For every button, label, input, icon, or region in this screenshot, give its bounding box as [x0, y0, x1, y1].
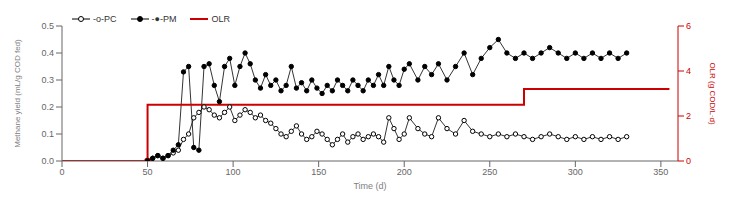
- svg-text:4: 4: [686, 66, 691, 76]
- svg-text:0.1: 0.1: [41, 129, 54, 139]
- svg-text:Time (d): Time (d): [353, 181, 386, 191]
- svg-text:OLR (g COD/L·d): OLR (g COD/L·d): [708, 62, 717, 125]
- svg-text:2: 2: [686, 111, 691, 121]
- svg-text:100: 100: [226, 167, 241, 177]
- svg-text:0: 0: [59, 167, 64, 177]
- svg-text:0.5: 0.5: [41, 21, 54, 31]
- svg-text:150: 150: [311, 167, 326, 177]
- html-text:-●-PM: -●-PM: [151, 14, 177, 24]
- svg-text:350: 350: [653, 167, 668, 177]
- svg-text:Methane yield (mL/g COD fed): Methane yield (mL/g COD fed): [13, 39, 22, 148]
- svg-text:0: 0: [686, 156, 691, 166]
- svg-text:50: 50: [143, 167, 153, 177]
- svg-text:300: 300: [568, 167, 583, 177]
- html-text:-o-PC: -o-PC: [93, 14, 117, 24]
- svg-text:0.0: 0.0: [41, 156, 54, 166]
- svg-text:0.4: 0.4: [41, 48, 54, 58]
- svg-text:0.2: 0.2: [41, 102, 54, 112]
- html-text:OLR: OLR: [211, 14, 230, 24]
- svg-text:0.3: 0.3: [41, 75, 54, 85]
- svg-text:200: 200: [397, 167, 412, 177]
- svg-text:6: 6: [686, 21, 691, 31]
- svg-text:250: 250: [482, 167, 497, 177]
